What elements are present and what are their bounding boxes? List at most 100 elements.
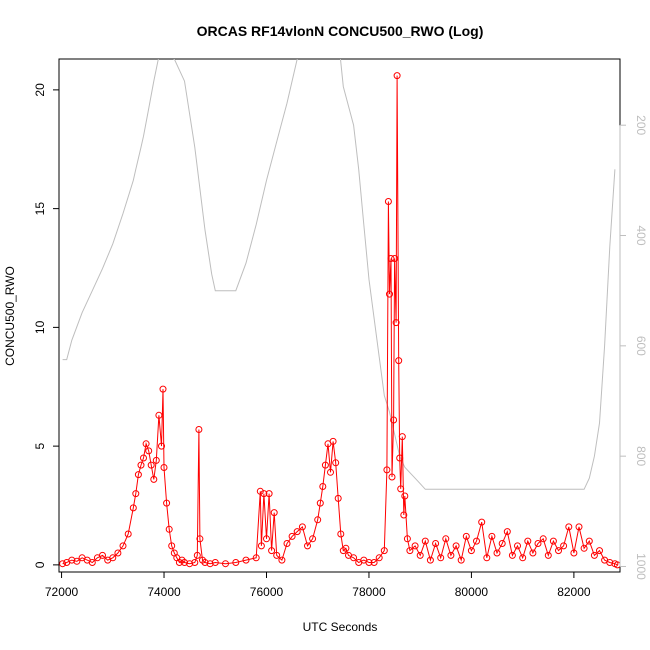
data-point — [400, 511, 408, 519]
data-point — [365, 559, 373, 566]
data-point — [388, 473, 396, 481]
data-point — [88, 559, 96, 566]
data-point — [270, 509, 278, 517]
data-point — [147, 461, 155, 469]
data-point — [134, 471, 142, 479]
data-point — [391, 255, 399, 262]
data-point — [329, 437, 337, 445]
data-point — [560, 542, 568, 550]
chart-title: ORCAS RF14vlonN CONCU500_RWO (Log) — [197, 23, 484, 39]
data-point — [387, 255, 395, 262]
data-point — [437, 554, 445, 562]
y2-tick-label: 400 — [634, 226, 648, 246]
x-tick-label: 80000 — [455, 585, 489, 599]
data-point — [293, 528, 301, 536]
data-point — [152, 456, 160, 464]
data-point — [432, 540, 440, 547]
y-axis: 0 5 10 15 20 — [33, 83, 60, 568]
data-point — [252, 554, 260, 562]
data-point — [503, 528, 511, 536]
data-point — [386, 290, 393, 298]
data-point — [508, 551, 516, 559]
data-point — [114, 549, 122, 557]
y-tick-label: 20 — [33, 83, 47, 97]
data-point — [222, 560, 229, 568]
data-point — [529, 549, 537, 557]
data-point — [549, 537, 557, 545]
data-point — [384, 198, 392, 205]
x-axis: 72000 74000 76000 78000 80000 82000 — [45, 571, 591, 599]
y-tick-label: 15 — [33, 202, 47, 216]
data-point — [442, 535, 450, 543]
y2-tick-label: 800 — [634, 446, 648, 466]
data-point — [534, 540, 542, 547]
data-point — [155, 411, 163, 419]
data-point — [201, 559, 209, 566]
data-point — [483, 554, 491, 562]
data-point — [73, 557, 81, 565]
y-tick-label: 10 — [33, 320, 47, 334]
data-point — [150, 475, 158, 483]
data-point — [397, 485, 405, 493]
data-point — [406, 547, 414, 555]
data-point — [211, 559, 219, 566]
x-tick-label: 72000 — [45, 585, 79, 599]
data-point — [585, 537, 593, 545]
data-point — [411, 542, 419, 550]
data-point — [109, 554, 117, 562]
primary-series-line — [62, 75, 618, 566]
data-point — [390, 416, 398, 424]
data-point — [613, 561, 620, 569]
data-point — [575, 523, 583, 531]
data-point — [337, 530, 345, 538]
data-point — [342, 544, 350, 552]
data-point — [457, 556, 465, 564]
data-point — [163, 499, 171, 507]
data-point — [99, 551, 106, 559]
data-point — [319, 483, 327, 490]
data-point — [488, 532, 496, 540]
data-point — [168, 542, 176, 550]
data-point — [68, 556, 76, 564]
data-point — [514, 542, 521, 550]
data-point — [119, 542, 127, 550]
data-point — [283, 540, 291, 547]
data-point — [606, 559, 614, 566]
data-point — [327, 468, 334, 476]
data-point — [401, 492, 409, 500]
series-layer — [59, 59, 620, 569]
y2-tick-label: 1000 — [634, 553, 648, 580]
data-point — [206, 560, 214, 568]
data-point — [447, 551, 455, 559]
data-point — [195, 426, 203, 433]
x-tick-label: 78000 — [352, 585, 386, 599]
x-tick-label: 76000 — [250, 585, 284, 599]
data-point — [124, 530, 132, 538]
data-point — [396, 454, 404, 462]
data-point — [232, 559, 240, 566]
data-point — [321, 461, 329, 469]
data-point — [493, 549, 501, 557]
data-point — [416, 551, 424, 559]
data-point — [375, 554, 383, 562]
x-tick-label: 74000 — [147, 585, 181, 599]
y-axis-label: CONCU500_RWO — [3, 266, 17, 366]
data-point — [524, 537, 532, 545]
data-point — [193, 551, 201, 559]
data-point — [395, 357, 403, 365]
data-point — [452, 542, 460, 550]
data-point — [403, 535, 411, 543]
data-point — [380, 547, 388, 555]
data-point — [159, 385, 167, 393]
data-point — [257, 542, 265, 550]
data-point — [309, 535, 317, 543]
data-point — [191, 559, 199, 566]
data-point — [263, 535, 270, 543]
data-point — [539, 535, 547, 543]
secondary-y-axis: 200 400 600 800 1000 — [619, 115, 648, 580]
data-point — [145, 447, 153, 455]
data-point — [158, 442, 165, 450]
y2-tick-label: 600 — [634, 336, 648, 356]
data-point — [570, 549, 578, 557]
